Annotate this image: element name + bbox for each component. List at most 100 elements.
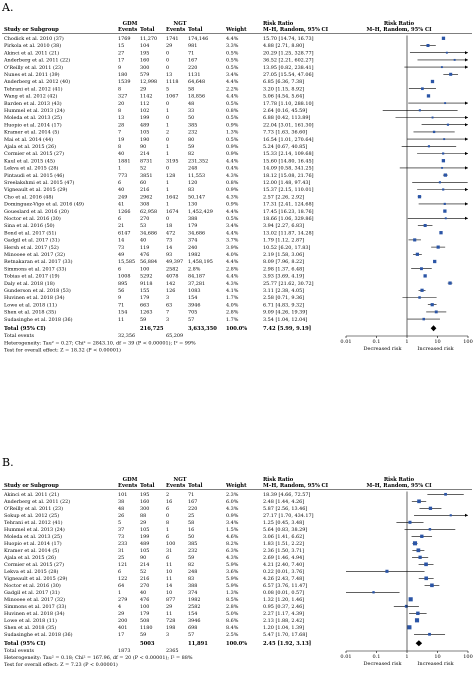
total-ngt: 33 xyxy=(188,108,194,114)
risk-ratio-ci: 16.54 [1.01, 270.64] xyxy=(263,137,314,143)
events-ngt: 100 xyxy=(166,541,175,547)
weight: 3.6% xyxy=(226,569,239,575)
total-ngt: 83 xyxy=(188,576,194,582)
effect-square xyxy=(413,238,417,242)
effect-square xyxy=(428,632,431,636)
header-group1: GDM xyxy=(123,21,138,27)
events-ngt: 10 xyxy=(166,569,172,575)
events-ngt: 0 xyxy=(166,216,169,222)
weight: 3.7% xyxy=(226,238,239,244)
weight: 2.8% xyxy=(226,604,239,610)
events-ngt: 8 xyxy=(166,520,169,526)
study-name: Dominguez-Vigo et al. 2016 (49) xyxy=(4,201,84,208)
weight: 0.9% xyxy=(226,202,239,208)
total-gdm: 2962 xyxy=(140,194,152,200)
study-name: Sina et al. 2016 (50) xyxy=(4,222,55,229)
risk-ratio-ci: 2.27 [1.17, 4.39] xyxy=(263,611,304,617)
total-ngt: 240 xyxy=(188,245,197,251)
weight: 3.4% xyxy=(226,520,239,526)
study-name: Sudasinghe et al. 2018 (36) xyxy=(4,631,73,638)
total-ngt: 130 xyxy=(188,202,197,208)
favours-right: Increased risk xyxy=(417,346,454,352)
total-ngt: 3946 xyxy=(188,302,200,308)
study-name: O'Reilly et al. 2011 (23) xyxy=(4,505,63,512)
events-gdm: 4 xyxy=(118,604,121,610)
risk-ratio-ci: 8.09 [7.96, 8.22] xyxy=(263,259,304,265)
total-ngt: 1,452,429 xyxy=(188,209,213,215)
events-gdm: 21 xyxy=(118,223,124,229)
weight: 2.3% xyxy=(226,492,239,498)
events-gdm: 101 xyxy=(118,492,127,498)
effect-square xyxy=(441,159,446,163)
risk-ratio-ci: 12.00 [1.48, 97.43] xyxy=(263,180,310,186)
total-ngt: 71 xyxy=(188,50,194,56)
weight: 4.1% xyxy=(226,288,239,294)
events-ngt: 14 xyxy=(166,583,172,589)
study-name: Hersh et al. 2017 (52) xyxy=(4,244,59,251)
weight: 4.3% xyxy=(226,281,239,287)
total-gdm: 8731 xyxy=(140,158,152,164)
effect-square xyxy=(420,288,424,292)
risk-ratio-ci: 5.64 [0.83, 38.29] xyxy=(263,527,307,533)
weight: 3.9% xyxy=(226,245,239,251)
risk-ratio-ci: 2.36 [1.50, 3.71] xyxy=(263,548,304,554)
events-gdm: 64 xyxy=(118,583,124,589)
risk-ratio-ci: 6.88 [0.42, 113.89] xyxy=(263,115,310,121)
total-ngt: 37,281 xyxy=(188,281,205,287)
events-ngt: 63 xyxy=(166,302,172,308)
events-ngt: 1674 xyxy=(166,209,178,215)
events-ngt: 10 xyxy=(166,590,172,596)
total-gdm: 3851 xyxy=(140,173,152,179)
risk-ratio-ci: 25.77 [21.62, 30.72] xyxy=(263,281,314,287)
effect-square xyxy=(424,576,429,581)
ci-arrow xyxy=(465,58,468,62)
risk-ratio-ci: 2.57 [2.26, 2.92] xyxy=(263,194,304,200)
total-ngt: 57 xyxy=(188,632,194,638)
total-ngt: 174,146 xyxy=(188,36,208,42)
study-name: Anderberg et al. 2012 (40) xyxy=(3,78,70,85)
events-gdm: 1008 xyxy=(118,274,130,280)
favours-left: Decreased risk xyxy=(364,661,403,667)
study-name: Moleda et al. 2013 (25) xyxy=(4,533,62,540)
events-gdm: 8 xyxy=(118,86,121,92)
risk-ratio-ci: 20.29 [1.25, 328.77] xyxy=(263,50,314,56)
overall-effect-text: Test for overall effect: Z = 7.23 (P < 0… xyxy=(4,661,118,668)
total-gdm: 29 xyxy=(140,520,146,526)
total-n-ngt: 11,891 xyxy=(188,641,208,647)
axis-tick-label: 100 xyxy=(463,339,473,345)
total-ngt: 1131 xyxy=(188,72,200,78)
weight: 1.3% xyxy=(226,130,239,136)
events-ngt: 6 xyxy=(166,506,169,512)
effect-square xyxy=(434,310,438,314)
effect-square xyxy=(441,166,443,169)
study-name: Sokup et al. 2012 (25) xyxy=(4,512,59,519)
study-name: Huopio et al. 2014 (17) xyxy=(4,121,62,128)
weight: 5.9% xyxy=(226,576,239,582)
events-ngt: 0 xyxy=(166,166,169,172)
events-ngt: 11 xyxy=(166,611,172,617)
total-weight: 100.0% xyxy=(226,326,247,332)
events-gdm: 895 xyxy=(118,281,127,287)
risk-ratio-ci: 7.73 [1.63, 36.60] xyxy=(263,130,307,136)
events-ngt: 3 xyxy=(166,632,169,638)
risk-ratio-ci: 18.39 [4.66, 72.57] xyxy=(263,492,310,498)
header-rr: Risk Ratio xyxy=(263,477,294,483)
events-ngt: 877 xyxy=(166,597,175,603)
total-ngt: 84,187 xyxy=(188,274,205,280)
axis-tick-label: 0.1 xyxy=(373,339,381,345)
study-name: O'Reilly et al. 2011 (23) xyxy=(4,64,63,71)
weight: 4.3% xyxy=(226,506,239,512)
weight: 0.5% xyxy=(226,115,239,121)
risk-ratio-ci: 3.06 [1.41, 6.62] xyxy=(263,534,304,540)
total-ngt: 59 xyxy=(188,144,194,150)
total-gdm: 100 xyxy=(140,266,149,272)
events-ngt: 2582 xyxy=(166,266,178,272)
total-ngt: 167 xyxy=(188,58,197,64)
total-ngt: 48 xyxy=(188,101,194,107)
study-name: Daly et al. 2018 (18) xyxy=(4,280,55,287)
risk-ratio-ci: 18.12 [15.08, 21.76] xyxy=(263,173,314,179)
weight: 4.4% xyxy=(226,158,239,164)
effect-square xyxy=(424,562,428,567)
weight: 6.3% xyxy=(226,548,239,554)
total-gdm: 179 xyxy=(140,295,149,301)
